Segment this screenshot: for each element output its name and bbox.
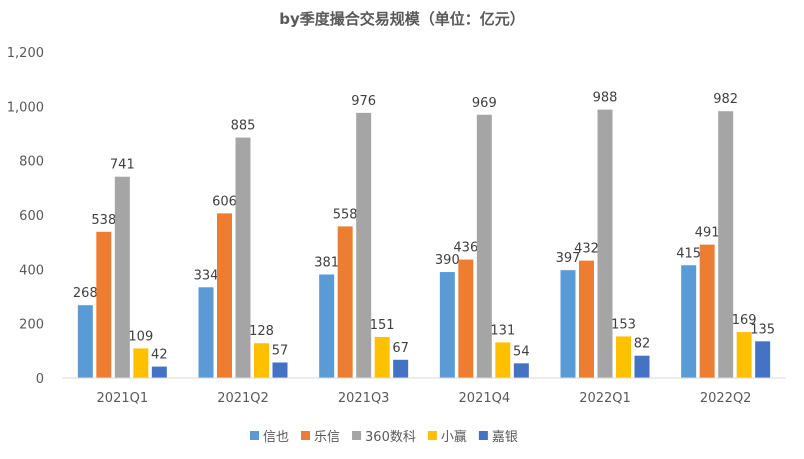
bar-小赢-2021Q1	[133, 348, 149, 378]
bar-360数科-2022Q1	[597, 109, 613, 379]
legend-label: 小赢	[441, 429, 467, 445]
bar-嘉银-2022Q2	[755, 341, 771, 378]
data-label: 432	[574, 242, 599, 257]
bar-360数科-2021Q2	[235, 137, 251, 378]
x-tick-label: 2022Q2	[700, 391, 752, 406]
data-label: 82	[634, 337, 651, 352]
bar-信也-2022Q2	[681, 265, 697, 378]
bar-乐信-2021Q1	[96, 231, 112, 378]
data-label: 135	[750, 322, 775, 337]
bar-小赢-2021Q4	[495, 342, 511, 378]
data-label: 982	[713, 92, 738, 107]
bars: 268 538 741 109 42 334 606 885 128 57 381 558 976 151…	[73, 91, 775, 379]
x-tick-label: 2021Q3	[338, 391, 390, 406]
bar-信也-2021Q4	[439, 272, 455, 378]
data-label: 131	[490, 323, 515, 338]
y-tick-label: 1,000	[7, 100, 44, 115]
y-tick-label: 200	[19, 318, 44, 333]
data-label: 885	[231, 119, 256, 134]
legend-item: 乐信	[301, 430, 340, 445]
data-label: 42	[151, 348, 168, 363]
bar-小赢-2021Q3	[374, 336, 390, 378]
bar-信也-2021Q3	[319, 274, 335, 378]
bar-360数科-2021Q3	[356, 112, 372, 378]
x-tick-label: 2021Q1	[97, 391, 149, 406]
bar-360数科-2021Q4	[476, 114, 492, 378]
y-tick-label: 1,200	[7, 46, 44, 61]
data-label: 969	[472, 96, 497, 111]
data-label: 381	[314, 255, 339, 270]
x-tick-label: 2021Q4	[459, 391, 511, 406]
data-label: 415	[676, 246, 701, 261]
bar-乐信-2021Q3	[337, 226, 353, 378]
data-label: 988	[593, 91, 618, 106]
data-label: 109	[128, 329, 153, 344]
bar-嘉银-2021Q2	[272, 362, 288, 378]
y-tick-label: 400	[19, 263, 44, 278]
legend-item: 信也	[250, 430, 289, 445]
bar-嘉银-2021Q1	[151, 366, 167, 378]
y-tick-label: 0	[36, 372, 44, 387]
bar-乐信-2021Q4	[458, 259, 474, 378]
legend-item: 嘉银	[478, 430, 518, 445]
bar-嘉银-2022Q1	[634, 355, 650, 378]
data-label: 397	[556, 251, 581, 266]
x-tick-label: 2021Q2	[217, 391, 269, 406]
bar-嘉银-2021Q4	[513, 363, 529, 378]
data-label: 151	[370, 318, 395, 333]
legend-swatch	[250, 431, 259, 440]
data-label: 558	[333, 207, 358, 222]
data-label: 57	[272, 344, 289, 359]
bar-嘉银-2021Q3	[393, 359, 409, 378]
data-label: 67	[392, 341, 409, 356]
legend-swatch	[352, 431, 362, 440]
data-label: 606	[212, 194, 237, 209]
bar-360数科-2021Q1	[114, 176, 130, 378]
legend: 信也 乐信 360数科 小赢 嘉银	[250, 429, 518, 445]
legend-swatch	[301, 431, 311, 440]
data-label: 741	[110, 158, 135, 173]
bar-信也-2022Q1	[560, 270, 576, 378]
data-label: 538	[91, 213, 116, 228]
data-label: 976	[351, 94, 376, 109]
bar-360数科-2022Q2	[718, 111, 734, 379]
data-label: 491	[695, 226, 720, 241]
data-label: 54	[513, 344, 530, 359]
legend-label: 360数科	[365, 430, 416, 445]
y-tick-label: 600	[19, 209, 44, 224]
bar-小赢-2022Q1	[616, 336, 631, 378]
y-axis: 0 200 400 600 800 1,000 1,200	[7, 46, 44, 387]
bar-乐信-2022Q2	[699, 244, 715, 378]
bar-小赢-2021Q2	[254, 343, 269, 378]
bar-信也-2021Q2	[198, 287, 214, 378]
bar-小赢-2022Q2	[736, 332, 752, 378]
data-label: 169	[732, 313, 757, 328]
data-label: 128	[249, 324, 274, 339]
legend-swatch	[478, 431, 488, 440]
data-label: 390	[435, 253, 460, 268]
bar-乐信-2022Q1	[579, 260, 594, 378]
legend-label: 乐信	[314, 430, 340, 445]
legend-label: 嘉银	[492, 430, 518, 445]
bar-乐信-2021Q2	[217, 213, 232, 378]
x-axis: 2021Q1 2021Q2 2021Q3 2021Q4 2022Q1 2022Q2	[62, 377, 786, 406]
data-label: 334	[194, 268, 219, 283]
y-tick-label: 800	[19, 155, 44, 170]
data-label: 153	[611, 317, 636, 332]
legend-item: 360数科	[352, 430, 416, 445]
data-label: 268	[73, 286, 98, 301]
data-label: 436	[453, 241, 478, 256]
chart-title: by季度撮合交易规模（单位：亿元）	[279, 10, 525, 28]
legend-label: 信也	[263, 430, 289, 445]
x-tick-label: 2022Q1	[579, 391, 631, 406]
legend-swatch	[427, 431, 437, 440]
bar-信也-2021Q1	[77, 305, 93, 378]
legend-item: 小赢	[427, 429, 467, 445]
